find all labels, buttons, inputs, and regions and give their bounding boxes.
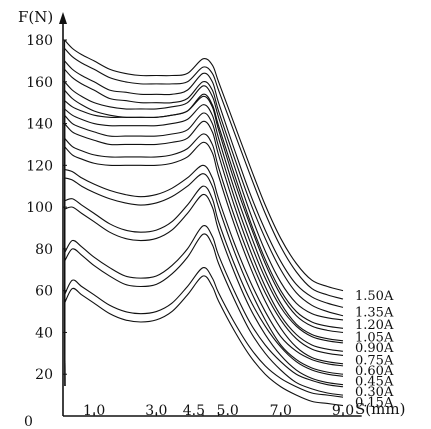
y-tick-label: 180 [26,33,53,49]
ticks-group: 20 40 60 80 100 120 140 160 180 1.0 3.0 4.5 5.0 7.0 9.… [26,33,354,419]
y-tick-label: 80 [35,242,53,258]
x-tick-label: 5.0 [217,403,239,419]
series-label: 0.75A [355,354,394,369]
y-tick-label: 60 [35,284,53,300]
series-0.90A [64,112,344,387]
series-label: 1.50A [355,289,394,304]
series-label: 0.15A [355,395,394,410]
series-label: 0.30A [355,385,394,400]
origin-label: 0 [24,414,33,429]
series-line-lower [64,120,344,352]
series-0.45A [64,185,344,387]
series-line-upper [64,95,344,333]
curves-group [64,39,344,407]
series-line-lower [64,89,344,329]
series-label: 1.20A [355,318,394,333]
series-line-lower [64,47,344,300]
series-labels-group: 1.50A 1.35A1.20A1.05A0.90A0.75A0.60A0.45A… [355,289,394,411]
series-line-lower [64,233,344,396]
x-tick-label: 3.0 [145,403,167,419]
y-tick-label: 100 [26,200,53,216]
y-axis-title: F(N) [18,8,53,26]
series-0.15A [64,267,344,407]
x-tick-label: 4.5 [183,403,205,419]
series-1.50A [64,39,344,387]
series-label: 0.60A [355,364,394,379]
series-label: 0.45A [355,374,394,389]
series-line-upper [64,133,344,356]
x-axis-title: S(mm) [355,400,405,418]
series-label: 0.90A [355,341,394,356]
y-tick-label: 20 [35,367,53,383]
series-line-upper [64,225,344,388]
series-line-lower [64,104,344,342]
y-axis-arrow-icon [59,12,67,24]
x-tick-label: 1.0 [83,403,105,419]
y-tick-label: 140 [26,117,53,133]
series-line-upper [64,267,344,398]
y-tick-label: 40 [35,325,53,341]
series-line-upper [64,185,344,377]
series-line-lower [64,68,344,317]
axes-group [59,12,362,417]
series-line-upper [64,164,344,367]
series-line-lower [64,275,344,407]
series-line-lower [64,141,344,365]
series-line-upper [64,81,344,321]
series-label: 1.35A [355,306,394,321]
series-line-upper [64,60,344,308]
series-line-lower [64,173,344,375]
x-tick-label: 7.0 [270,403,292,419]
series-1.35A [64,60,344,387]
y-tick-label: 160 [26,75,53,91]
x-tick-label: 9.0 [332,403,354,419]
series-0.30A [64,225,344,396]
series-line-upper [64,112,344,344]
series-label: 1.05A [355,331,394,346]
series-0.75A [64,133,344,387]
labels-group: F(N) S(mm) 0 [18,8,405,429]
series-line-upper [64,39,344,292]
y-tick-label: 120 [26,158,53,174]
series-line-lower [64,194,344,386]
